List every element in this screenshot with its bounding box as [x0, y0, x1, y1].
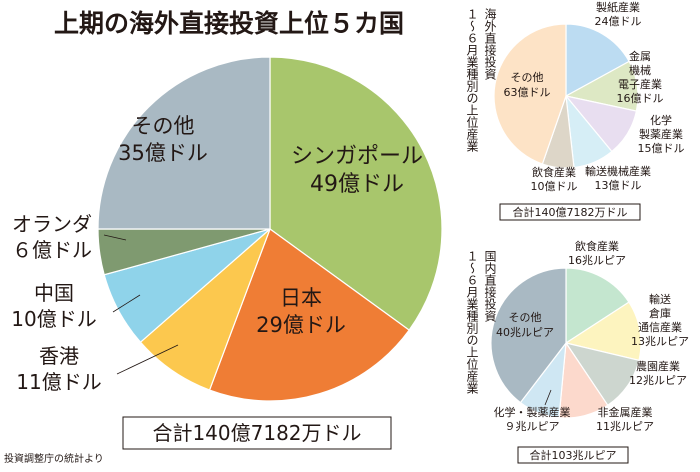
overseas-label-other: その他 — [511, 71, 544, 84]
main-pie-slice — [269, 56, 443, 331]
main-label-japan: 日本 — [280, 286, 322, 310]
overseas-label-paper: 24億ドル — [595, 15, 642, 28]
domestic-label-food: 飲食産業 — [575, 239, 619, 253]
main-label-china: 10億ドル — [11, 307, 96, 331]
main-label-hongkong: 香港 — [39, 344, 79, 368]
domestic-total-label: 合計103兆ルピア — [530, 448, 617, 462]
overseas-label-metal: 機械 — [629, 63, 651, 77]
domestic-label-food: 16兆ルピア — [568, 254, 626, 267]
leader-china — [112, 294, 141, 313]
overseas-label-metal: 金属 — [629, 49, 651, 63]
overseas-pie-slice — [493, 23, 567, 165]
domestic-label-other: 40兆ルピア — [496, 326, 554, 339]
overseas-label-transport: 輸送機械産業 — [585, 164, 651, 178]
main-pie-slice — [97, 56, 271, 230]
domestic-label-chemical: 化学・製薬産業 — [494, 405, 571, 419]
overseas-label-food: 10億ドル — [531, 180, 578, 193]
domestic-label-transport: 通信産業 — [638, 321, 682, 334]
domestic-label-nonmetal: 非金属産業 — [598, 405, 653, 419]
overseas-pie-slice — [565, 23, 630, 98]
main-label-hongkong: 11億ドル — [16, 370, 101, 394]
main-total-label-box — [122, 416, 392, 450]
domestic-label-transport: 倉庫 — [649, 306, 671, 320]
domestic-label-other: その他 — [509, 311, 542, 324]
main-title: 上期の海外直接投資上位５カ国 — [54, 9, 404, 38]
domestic-chart-title-line2: １～６月業種別の上位産業 — [465, 250, 479, 394]
main-label-netherlands: オランダ — [12, 212, 92, 236]
overseas-label-other: 63億ドル — [504, 86, 551, 99]
main-label-china: 中国 — [34, 281, 74, 305]
overseas-label-metal: 16億ドル — [617, 92, 664, 105]
leader-domestic-chemical — [544, 389, 552, 406]
domestic-pie-slice — [564, 301, 642, 362]
domestic-label-nonmetal: 11兆ルピア — [596, 420, 654, 433]
domestic-chart-title-line1: 国内直接投資 — [483, 250, 497, 322]
leader-hongkong — [116, 344, 179, 375]
main-label-other: 35億ドル — [118, 141, 208, 165]
overseas-label-chemical: 化学 — [650, 113, 672, 127]
domestic-label-transport: 輸送 — [649, 292, 671, 306]
main-label-singapore: シンガポール — [291, 144, 423, 169]
domestic-label-plantation: 農園産業 — [636, 359, 680, 373]
main-label-singapore: 49億ドル — [310, 172, 404, 197]
overseas-total-label-box — [499, 203, 641, 221]
main-label-netherlands: ６億ドル — [12, 238, 92, 262]
source-note: 投資調整庁の統計より — [4, 452, 104, 465]
overseas-label-transport: 13億ドル — [595, 179, 642, 192]
overseas-chart-title-line1: 海外直接投資 — [483, 8, 497, 80]
main-label-japan: 29億ドル — [256, 313, 346, 337]
main-pie-slice — [208, 228, 410, 402]
main-label-other: その他 — [132, 114, 195, 138]
domestic-pie-slice — [490, 267, 567, 404]
overseas-chart-title-line2: １～６月業種別の上位産業 — [465, 8, 479, 152]
domestic-pie-slice — [565, 267, 630, 345]
domestic-label-plantation: 12兆ルピア — [629, 374, 687, 387]
domestic-label-transport: 13兆ルピア — [631, 335, 689, 348]
main-total-label: 合計140億7182万ドル — [152, 421, 361, 445]
overseas-label-chemical: 15億ドル — [638, 142, 685, 155]
domestic-total-label-box — [517, 446, 629, 464]
leader-netherlands — [103, 234, 127, 241]
domestic-label-chemical: ９兆ルピア — [505, 420, 560, 433]
overseas-label-paper: 製紙産業 — [596, 0, 640, 14]
overseas-label-food: 飲食産業 — [532, 165, 576, 179]
overseas-total-label: 合計140億7182万ドル — [513, 205, 628, 219]
overseas-label-chemical: 製薬産業 — [639, 127, 683, 141]
overseas-label-metal: 電子産業 — [618, 78, 662, 91]
